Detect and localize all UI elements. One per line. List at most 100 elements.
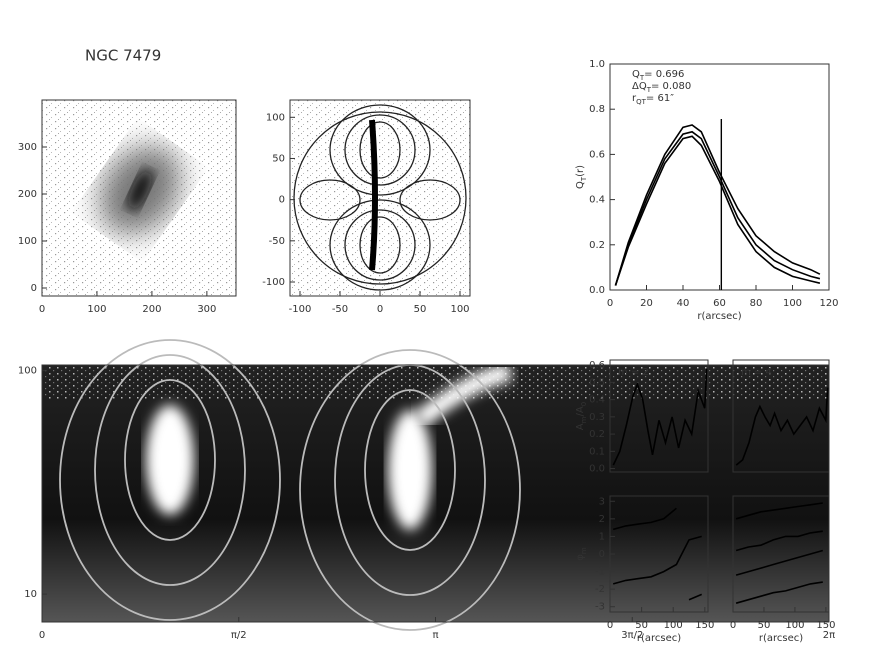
- x-tick-label: 0: [39, 304, 45, 315]
- panel-label: m = 4: [741, 367, 772, 378]
- x-tick-label: -50: [332, 304, 348, 315]
- x-tick-label: π/2: [231, 630, 247, 641]
- x-tick-label: 2π: [823, 630, 835, 641]
- polar-image: [42, 339, 829, 631]
- y-tick-label: 0.3: [589, 412, 605, 423]
- y-tick-label: 200: [18, 189, 37, 200]
- y-tick-label: 0.4: [589, 195, 605, 206]
- y-tick-label: 100: [266, 112, 285, 123]
- annotation-part: = 0.080: [651, 81, 691, 92]
- y-tick-label: 0.5: [589, 377, 605, 388]
- annotation: QT= 0.696: [632, 69, 684, 82]
- y-tick-label: 0: [599, 549, 605, 560]
- y-tick-label: -3: [595, 602, 605, 613]
- x-axis-label: r(arcsec): [759, 633, 803, 644]
- y-tick-label: 0.8: [589, 104, 605, 115]
- y-tick-label: 50: [272, 153, 285, 164]
- x-tick-label: 50: [414, 304, 427, 315]
- x-tick-label: 120: [819, 298, 838, 309]
- y-tick-label: 0.0: [589, 464, 605, 475]
- annotation-part: T: [646, 86, 652, 94]
- y-tick-label: 1: [599, 531, 605, 542]
- y-tick-label: 0.4: [589, 395, 605, 406]
- x-tick-label: 100: [783, 298, 802, 309]
- y-tick-label: 0.6: [589, 149, 605, 160]
- figure-title: NGC 7479: [85, 47, 161, 65]
- y-tick-label: 3: [599, 496, 605, 507]
- annotation-part: ΔQ: [632, 81, 647, 92]
- x-tick-label: 300: [197, 304, 216, 315]
- line-series: [612, 507, 677, 531]
- x-tick-label: 80: [750, 298, 763, 309]
- y-axis-label: φm: [575, 547, 588, 561]
- plot-frame: [732, 495, 830, 613]
- x-tick-label: 0: [607, 620, 613, 631]
- x-axis-label: r(arcsec): [637, 633, 681, 644]
- y-axis-label-part: m: [580, 416, 588, 423]
- y-tick-label: -1: [595, 567, 605, 578]
- annotation-part: = 61″: [646, 93, 674, 104]
- x-tick-label: 100: [664, 620, 683, 631]
- y-tick-label: 300: [18, 142, 37, 153]
- y-axis-label-part: φ: [575, 554, 586, 561]
- x-tick-label: 0: [377, 304, 383, 315]
- annotation-part: = 0.696: [644, 69, 684, 80]
- annotation-part: r: [632, 93, 637, 104]
- y-tick-label: 0.1: [589, 446, 605, 457]
- y-tick-label: 1.0: [589, 59, 605, 70]
- panel-label: m = 2: [618, 367, 649, 378]
- line-series: [735, 502, 823, 520]
- y-axis-label-part: A: [575, 423, 586, 430]
- contour-image: [290, 100, 470, 296]
- galaxy-image: [42, 100, 236, 296]
- x-tick-label: 3π/2: [621, 630, 643, 641]
- y-tick-label: 0: [31, 283, 37, 294]
- plot-frame: [41, 99, 237, 297]
- y-axis-label-part: (r): [575, 165, 586, 177]
- annotation: ΔQT= 0.080: [632, 81, 691, 94]
- line-series: [688, 593, 703, 601]
- line-series: [735, 387, 829, 466]
- line-series: [612, 368, 708, 466]
- x-tick-label: 100: [87, 304, 106, 315]
- x-tick-label: 40: [677, 298, 690, 309]
- y-tick-label: 100: [18, 236, 37, 247]
- y-tick-label: -100: [262, 277, 285, 288]
- y-tick-label: 10: [24, 589, 37, 600]
- line-series: [612, 535, 702, 585]
- y-axis-label-part: Q: [575, 181, 586, 189]
- x-tick-label: 0: [730, 620, 736, 631]
- y-axis-label-part: T: [580, 176, 588, 182]
- x-tick-label: 200: [142, 304, 161, 315]
- x-tick-label: 0: [607, 298, 613, 309]
- y-tick-label: 0.6: [589, 360, 605, 371]
- line-series: [614, 130, 821, 286]
- x-tick-label: 150: [816, 620, 835, 631]
- x-tick-label: 50: [758, 620, 771, 631]
- annotation: rQT= 61″: [632, 93, 674, 106]
- x-tick-label: 100: [450, 304, 469, 315]
- x-tick-label: 0: [39, 630, 45, 641]
- annotation-part: QT: [636, 98, 647, 106]
- x-tick-label: 20: [640, 298, 653, 309]
- line-series: [735, 549, 824, 576]
- y-axis-label-part: 0: [580, 402, 588, 406]
- y-tick-label: 2: [599, 514, 605, 525]
- plot-frame: [732, 359, 830, 473]
- x-tick-label: -100: [289, 304, 312, 315]
- x-tick-label: 50: [635, 620, 648, 631]
- annotation-part: T: [639, 74, 645, 82]
- y-tick-label: -2: [595, 584, 605, 595]
- annotation-part: Q: [632, 69, 640, 80]
- y-tick-label: 0.2: [589, 429, 605, 440]
- x-tick-label: 150: [695, 620, 714, 631]
- line-series: [735, 581, 823, 604]
- x-tick-label: 100: [785, 620, 804, 631]
- plot-frame: [609, 359, 709, 473]
- x-tick-label: 60: [713, 298, 726, 309]
- y-tick-label: 0: [279, 195, 285, 206]
- line-series: [735, 530, 823, 552]
- y-axis-label: QT(r): [575, 165, 588, 189]
- y-axis-label-part: m: [580, 547, 588, 554]
